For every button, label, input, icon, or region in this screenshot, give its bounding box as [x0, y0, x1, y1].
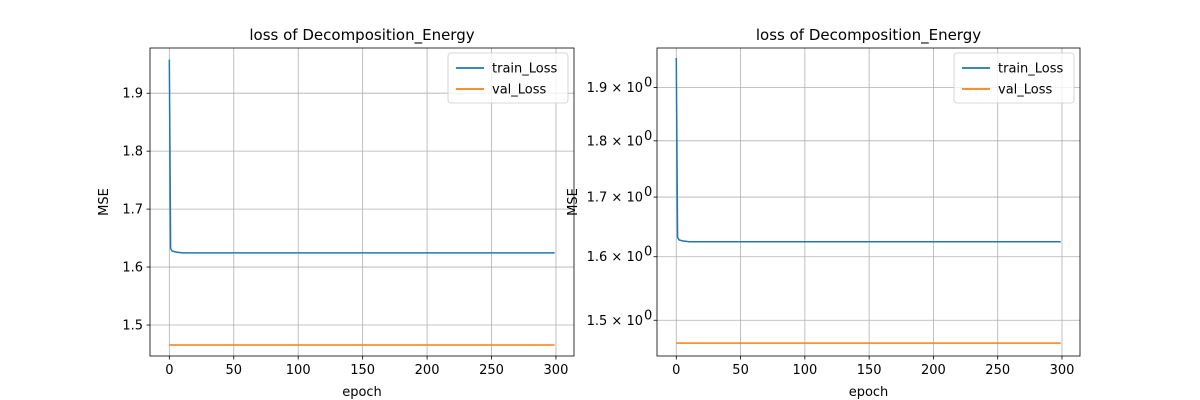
y-tick-exponent: 0 [644, 185, 652, 200]
y-tick-exponent: 0 [644, 76, 652, 91]
y-tick-label: 1.5 × 10 [587, 314, 643, 329]
y-tick-exponent: 0 [644, 308, 652, 323]
y-axis-label: MSE [566, 188, 581, 216]
y-tick-label: 1.6 × 10 [587, 250, 643, 265]
x-tick-label: 150 [350, 363, 375, 378]
legend-label: val_Loss [492, 83, 547, 98]
y-tick-label: 1.9 × 10 [587, 81, 643, 96]
y-tick-label: 1.9 [122, 87, 143, 102]
legend-box [953, 52, 1075, 104]
x-tick-label: 0 [165, 363, 173, 378]
y-tick-label: 1.5 [122, 318, 143, 333]
legend-label: train_Loss [492, 62, 558, 77]
x-tick-label: 150 [857, 363, 882, 378]
y-tick-label: 1.6 [122, 261, 143, 276]
x-axis-label: epoch [849, 385, 889, 400]
x-tick-label: 50 [225, 363, 242, 378]
legend-label: train_Loss [998, 62, 1064, 77]
legend-box [447, 52, 569, 104]
axes-frame [149, 47, 575, 357]
axes-frame [656, 47, 1081, 357]
y-tick-label: 1.8 [122, 145, 143, 160]
x-axis-label: epoch [342, 385, 382, 400]
y-tick-exponent: 0 [644, 129, 652, 144]
x-tick-label: 300 [1050, 363, 1075, 378]
y-tick-label: 1.7 [122, 203, 143, 218]
chart-panel-1: 0 50 100 150 200 250 300 1.5 1.6 1.7 1.8 1.9 loss of… [97, 26, 575, 400]
x-tick-label: 200 [921, 363, 946, 378]
y-axis-label: MSE [97, 188, 112, 216]
x-tick-label: 200 [415, 363, 440, 378]
x-tick-label: 0 [672, 363, 680, 378]
y-tick-label: 1.7 × 10 [587, 191, 643, 206]
x-tick-label: 100 [792, 363, 817, 378]
x-tick-label: 100 [286, 363, 311, 378]
legend: train_Loss val_Loss [447, 52, 569, 104]
x-tick-label: 250 [479, 363, 504, 378]
chart-title: loss of Decomposition_Energy [756, 26, 981, 45]
series-line-train_Loss [675, 57, 1061, 243]
y-tick-exponent: 0 [644, 245, 652, 260]
chart-title: loss of Decomposition_Energy [249, 26, 474, 45]
series-line-train_Loss [168, 59, 555, 254]
legend: train_Loss val_Loss [953, 52, 1075, 104]
legend-label: val_Loss [998, 83, 1053, 98]
x-tick-label: 50 [732, 363, 749, 378]
x-tick-label: 250 [985, 363, 1010, 378]
x-tick-label: 300 [544, 363, 569, 378]
y-tick-label: 1.8 × 10 [587, 134, 643, 149]
